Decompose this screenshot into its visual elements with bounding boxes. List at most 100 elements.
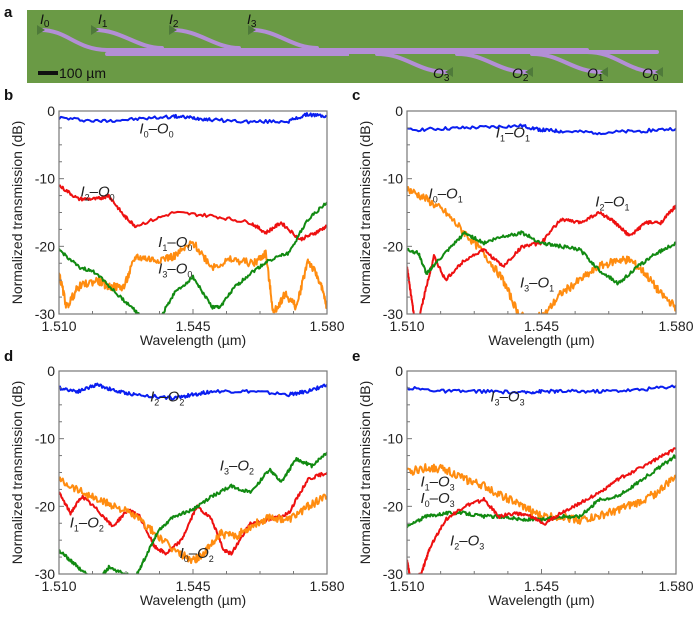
input-label-0: I0 (40, 11, 50, 30)
y-axis-label: Normalized transmission (dB) (357, 121, 373, 305)
coupler-output-3 (445, 67, 453, 77)
y-tick-label: 0 (47, 103, 55, 119)
x-axis-label: Wavelength (µm) (140, 332, 246, 348)
plot-frame (58, 110, 328, 315)
waveguide-input-3 (250, 28, 319, 50)
y-tick-label: -20 (35, 498, 55, 514)
y-tick-label: -30 (35, 566, 55, 582)
series-label: I3–O0 (158, 260, 192, 279)
x-axis-label: Wavelength (µm) (488, 332, 594, 348)
y-axis-label: Normalized transmission (dB) (9, 121, 25, 305)
x-tick-label: 1.510 (41, 578, 76, 594)
coupler-input-3 (248, 25, 256, 35)
output-label-2: O2 (512, 65, 529, 83)
series-label: I1–O2 (70, 514, 104, 533)
series-line-i3o3 (407, 384, 676, 395)
y-axis-label: Normalized transmission (dB) (9, 381, 25, 565)
panel-label-a: a (4, 4, 13, 21)
x-tick-label: 1.510 (389, 578, 424, 594)
coupler-output-0 (655, 67, 663, 77)
y-tick-label: -20 (383, 238, 403, 254)
series-line-i3o0 (59, 201, 327, 314)
series-line-i2o0 (59, 184, 327, 242)
waveguide-output-3 (375, 52, 449, 74)
series-label: I0–O3 (420, 490, 454, 509)
plot-frame (406, 110, 677, 315)
chart-panel-b: 0 -10 -20 -301.510 1.545 1.580 Wavelength (µm)… (9, 103, 345, 348)
series-line-i1o1 (407, 123, 676, 136)
y-tick-label: -20 (35, 238, 55, 254)
x-tick-label: 1.580 (658, 578, 693, 594)
series-group (59, 112, 327, 314)
x-axis-label: Wavelength (µm) (140, 592, 246, 608)
waveguide-trunk (105, 50, 659, 56)
panel-label-b: b (4, 87, 14, 104)
series-line-i2o2 (59, 382, 327, 401)
input-label-1: I1 (98, 11, 108, 30)
x-tick-label: 1.510 (389, 318, 424, 334)
coupler-output-2 (525, 67, 533, 77)
coupler-input-2 (169, 25, 177, 35)
waveguide-output-1 (530, 52, 604, 74)
series-label: I3–O3 (490, 388, 524, 407)
chart-panel-e: 0 -10 -20 -301.510 1.545 1.580 Wavelength (µm)… (357, 363, 694, 608)
series-line-i0o0 (59, 112, 327, 125)
y-tick-label: -30 (383, 566, 403, 582)
series-line-i1o0 (59, 240, 327, 314)
waveguide-output-2 (455, 52, 529, 74)
series-label: I3–O1 (520, 275, 554, 294)
x-axis-label: Wavelength (µm) (488, 592, 594, 608)
input-label-2: I2 (169, 11, 179, 30)
series-label: I0–O2 (180, 545, 214, 564)
scale-bar (38, 71, 58, 75)
y-axis-label: Normalized transmission (dB) (357, 381, 373, 565)
x-tick-label: 1.580 (309, 578, 344, 594)
coupler-input-1 (91, 25, 99, 35)
series-label: I1–O0 (158, 234, 192, 253)
y-tick-label: -30 (35, 306, 55, 322)
series-line-i2o3 (407, 447, 676, 574)
waveguide-input-0 (39, 28, 589, 52)
y-tick-label: 0 (395, 363, 403, 379)
x-tick-label: 1.545 (175, 318, 210, 334)
series-line-i1o2 (59, 471, 327, 556)
output-label-3: O3 (433, 65, 450, 83)
micrograph-background (27, 10, 683, 83)
y-tick-label: -10 (35, 171, 55, 187)
x-tick-label: 1.510 (41, 318, 76, 334)
x-tick-label: 1.580 (309, 318, 344, 334)
series-label: I0–O1 (429, 185, 463, 204)
panel-label-e: e (352, 348, 361, 365)
y-tick-label: -10 (383, 171, 403, 187)
series-line-i3o2 (59, 451, 327, 574)
y-tick-label: -30 (383, 306, 403, 322)
waveguide-input-1 (93, 28, 164, 50)
x-tick-label: 1.545 (175, 578, 210, 594)
series-line-i3o1 (407, 230, 676, 286)
scale-bar-label: 100 µm (59, 65, 106, 81)
series-line-i0o1 (407, 186, 676, 314)
y-tick-label: -10 (383, 431, 403, 447)
series-label: I0–O0 (139, 120, 173, 139)
panel-label-d: d (4, 348, 14, 365)
series-group (407, 384, 676, 574)
device-micrograph: I0 I1 I2 I3 O3 O2 O1 O0 100 µm (27, 10, 683, 83)
series-group (59, 382, 327, 574)
y-tick-label: -20 (383, 498, 403, 514)
waveguide-input-2 (171, 28, 241, 50)
series-line-i2o1 (407, 204, 676, 314)
y-tick-label: -10 (35, 431, 55, 447)
panel-label-c: c (352, 87, 361, 104)
series-line-i0o3 (407, 454, 676, 529)
series-label: I2–O0 (80, 183, 114, 202)
series-label: I1–O1 (496, 124, 530, 143)
series-label: I2–O3 (450, 533, 484, 552)
series-label: I2–O1 (595, 193, 629, 212)
series-line-i0o2 (59, 476, 327, 564)
plot-frame (406, 370, 677, 575)
plot-frame (58, 370, 328, 575)
waveguide-network (39, 28, 659, 74)
grating-couplers (37, 25, 663, 77)
series-label: I2–O2 (150, 388, 184, 407)
